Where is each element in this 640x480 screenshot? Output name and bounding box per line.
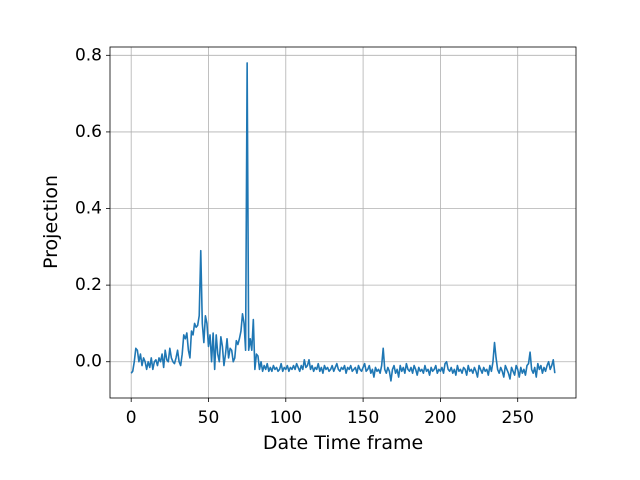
x-tick-label: 50 <box>198 408 220 428</box>
plot-frame <box>109 46 577 399</box>
data-line <box>130 62 556 382</box>
x-axis-label: Date Time frame <box>263 432 423 454</box>
y-tick-label: 0.6 <box>75 122 102 142</box>
x-tick-label: 100 <box>270 408 302 428</box>
x-tick-label: 200 <box>424 408 456 428</box>
y-tick-label: 0.8 <box>75 45 102 65</box>
y-tick-label: 0.4 <box>75 199 102 219</box>
x-tick-label: 0 <box>126 408 137 428</box>
x-tick-label: 250 <box>501 408 533 428</box>
x-tick-label: 150 <box>347 408 379 428</box>
y-tick-label: 0.2 <box>75 275 102 295</box>
y-axis-label: Projection <box>40 175 62 269</box>
y-tick-label: 0.0 <box>75 352 102 372</box>
